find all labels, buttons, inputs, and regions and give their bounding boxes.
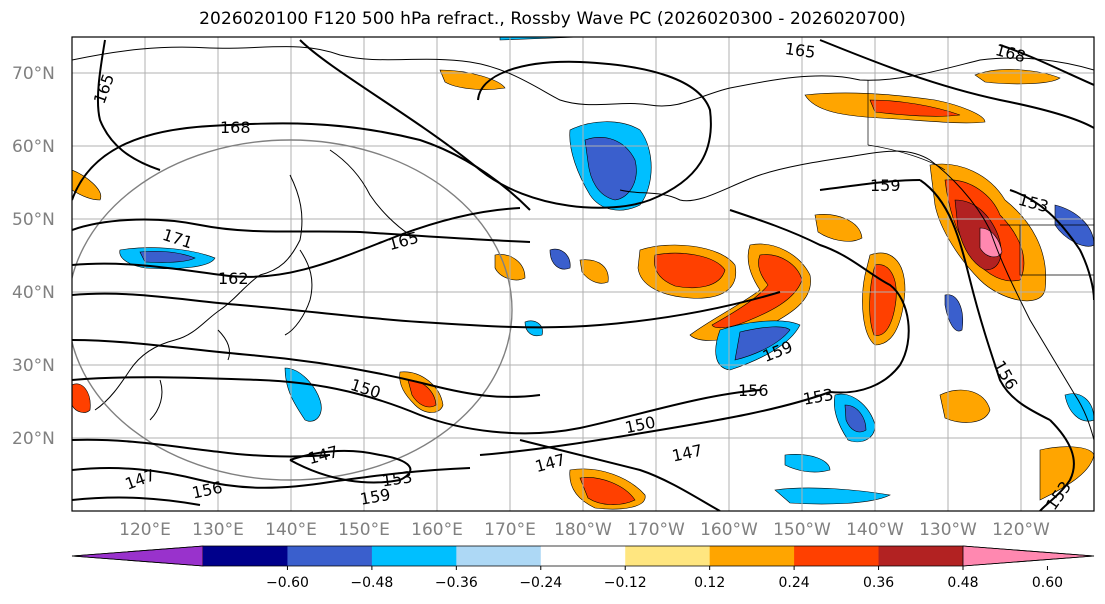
lon-label: 120°E <box>119 520 171 540</box>
lon-label: 170°W <box>627 520 685 540</box>
colorbar-tick-label: −0.12 <box>604 575 647 591</box>
lon-label: 150°E <box>338 520 390 540</box>
contour-label: 156 <box>738 381 769 400</box>
contour-label: 162 <box>218 269 249 288</box>
lat-label-60n: 60°N <box>12 137 55 157</box>
contours <box>72 39 1094 511</box>
lon-label: 140°E <box>265 520 317 540</box>
colorbar-extend-max <box>962 545 1095 567</box>
colorbar-segment <box>709 546 795 566</box>
colorbar-tick-label: −0.24 <box>519 575 562 591</box>
colorbar-tick-label: 0.48 <box>947 575 978 591</box>
contour-label: 168 <box>220 118 251 137</box>
lat-label-40n: 40°N <box>12 283 55 303</box>
political-borders <box>867 80 1094 276</box>
colorbar-segment <box>625 546 711 566</box>
colorbar-segment <box>794 546 880 566</box>
colorbar-tick-label: −0.60 <box>266 575 309 591</box>
colorbar-segment <box>287 546 373 566</box>
colorbar-tick-label: 0.24 <box>779 575 810 591</box>
lat-label-50n: 50°N <box>12 210 55 230</box>
colorbar-tick-label: −0.48 <box>350 575 393 591</box>
map-frame <box>71 36 1095 512</box>
colorbar-tick-label: −0.36 <box>435 575 478 591</box>
colorbar-frame <box>71 545 1095 567</box>
lat-label-20n: 20°N <box>12 429 55 449</box>
contour-label: 153 <box>381 467 414 490</box>
longitude-labels: 120°E 130°E 140°E 150°E 160°E 170°E 180°… <box>119 520 1050 540</box>
lon-label: 170°E <box>484 520 536 540</box>
map-panel: 165 168 168 165 171 162 165 159 153 159 … <box>72 37 1094 511</box>
shaded-field <box>72 37 1094 510</box>
lon-label: 160°E <box>411 520 463 540</box>
lon-label: 150°W <box>773 520 831 540</box>
contour-label: 159 <box>870 176 901 195</box>
gridlines <box>72 37 1094 511</box>
colorbar: −0.60 −0.48 −0.36 −0.24 −0.12 0.12 0.24 0.36 0.4… <box>71 545 1095 591</box>
colorbar-extend-min <box>71 545 204 567</box>
rossby-wave-circle <box>72 139 513 481</box>
colorbar-tick-label: 0.36 <box>863 575 894 591</box>
lon-label: 160°W <box>700 520 758 540</box>
lon-label: 140°W <box>846 520 904 540</box>
contour-label: 165 <box>784 39 817 62</box>
lat-label-70n: 70°N <box>12 64 55 84</box>
colorbar-segment <box>456 546 542 566</box>
coastlines <box>72 46 1094 441</box>
colorbar-segment <box>878 546 964 566</box>
lon-label: 180°W <box>554 520 612 540</box>
lon-label: 130°E <box>192 520 244 540</box>
latitude-labels: 70°N 60°N 50°N 40°N 30°N 20°N <box>12 64 55 449</box>
map-title: 2026020100 F120 500 hPa refract., Rossby… <box>199 9 906 29</box>
lon-label: 120°W <box>992 520 1050 540</box>
colorbar-tick-label: 0.60 <box>1032 575 1063 591</box>
colorbar-segment <box>203 546 288 566</box>
lon-label: 130°W <box>919 520 977 540</box>
colorbar-segment <box>540 546 626 566</box>
lat-label-30n: 30°N <box>12 356 55 376</box>
colorbar-segment <box>371 546 457 566</box>
colorbar-tick-label: 0.12 <box>694 575 725 591</box>
